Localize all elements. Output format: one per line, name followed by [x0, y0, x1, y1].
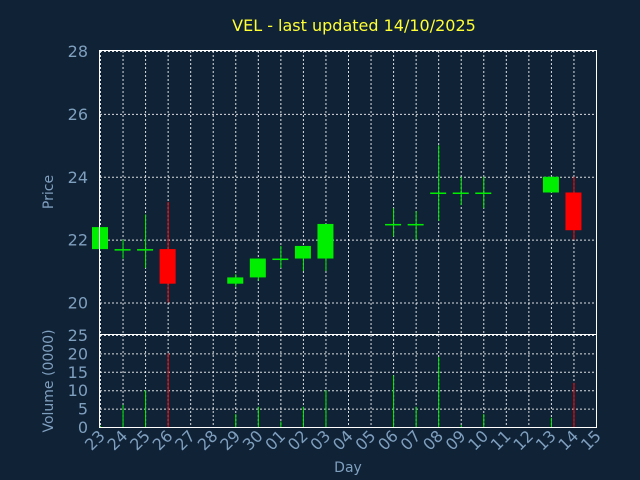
candle-body — [565, 192, 582, 231]
price-tick-label: 22 — [68, 231, 88, 250]
candle-body — [542, 176, 559, 193]
x-tick-label: 15 — [577, 426, 605, 454]
candle-body — [159, 249, 176, 284]
candle-body — [317, 223, 334, 259]
volume-axis-label: Volume (0000) — [41, 329, 57, 432]
candle-body — [407, 223, 424, 226]
volume-tick-label: 15 — [68, 363, 88, 382]
volume-tick-label: 20 — [68, 344, 88, 363]
volume-tick-label: 25 — [68, 326, 88, 345]
candle-body — [385, 223, 402, 226]
volume-bars — [100, 353, 575, 427]
candle-body — [272, 258, 289, 261]
x-tick-labels: 2324252627282930010203040506070809101112… — [81, 426, 605, 454]
price-tick-label: 24 — [68, 168, 88, 187]
price-tick-label: 26 — [68, 105, 88, 124]
volume-gridlines — [100, 335, 597, 428]
volume-panel-frame — [99, 334, 597, 428]
x-axis-label: Day — [334, 460, 362, 476]
price-gridlines — [100, 51, 597, 334]
candle-body — [294, 245, 311, 259]
candle-body — [430, 192, 447, 194]
candle-body — [227, 277, 244, 284]
price-tick-labels: 20 22 24 26 28 — [68, 42, 88, 313]
chart-title: VEL - last updated 14/10/2025 — [232, 16, 476, 35]
candle-body — [452, 192, 469, 194]
volume-tick-label: 0 — [78, 418, 88, 437]
price-candles — [92, 145, 582, 303]
price-tick-label: 20 — [68, 294, 88, 313]
candle-body — [137, 249, 154, 251]
price-tick-label: 28 — [68, 42, 88, 61]
volume-tick-label: 5 — [78, 400, 88, 419]
volume-tick-label: 10 — [68, 381, 88, 400]
candle-body — [475, 192, 492, 194]
candle-body — [249, 258, 266, 278]
candle-body — [114, 249, 131, 251]
price-axis-label: Price — [41, 175, 57, 209]
